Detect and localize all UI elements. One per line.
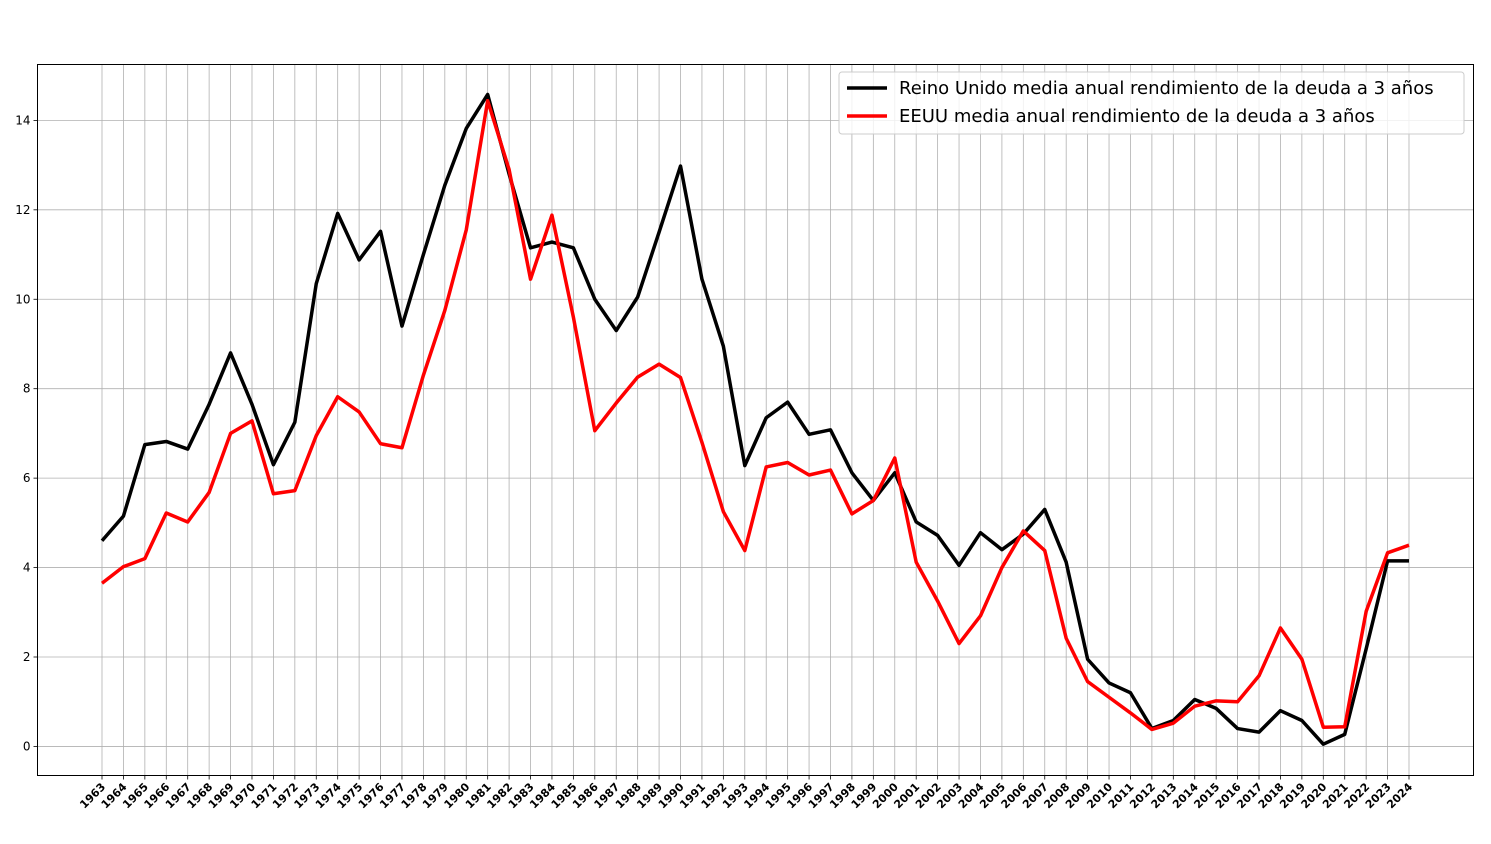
series-lines [100,92,1410,746]
y-tick-label: 14 [15,113,30,127]
legend: Reino Unido media anual rendimiento de l… [838,71,1465,135]
y-tick-label: 10 [15,292,30,306]
y-tick-label: 2 [23,650,31,664]
legend-box [838,71,1465,135]
y-tick-label: 12 [15,203,30,217]
x-axis: 1963196419651966196719681969197019711972… [77,775,1415,811]
y-tick-label: 0 [23,739,31,753]
legend-label-us: EEUU media anual rendimiento de la deuda… [899,106,1375,127]
series-line-uk [100,92,1409,746]
plot-frame [37,64,1474,776]
y-axis: 0 2 4 6 8 10 12 14 [15,113,38,753]
y-tick-label: 4 [23,561,31,575]
y-tick-label: 6 [23,471,31,485]
legend-label-uk: Reino Unido media anual rendimiento de l… [899,78,1434,99]
y-tick-label: 8 [23,382,31,396]
x-tick-label: 2024 [1384,780,1415,811]
series-line-us [100,98,1410,732]
